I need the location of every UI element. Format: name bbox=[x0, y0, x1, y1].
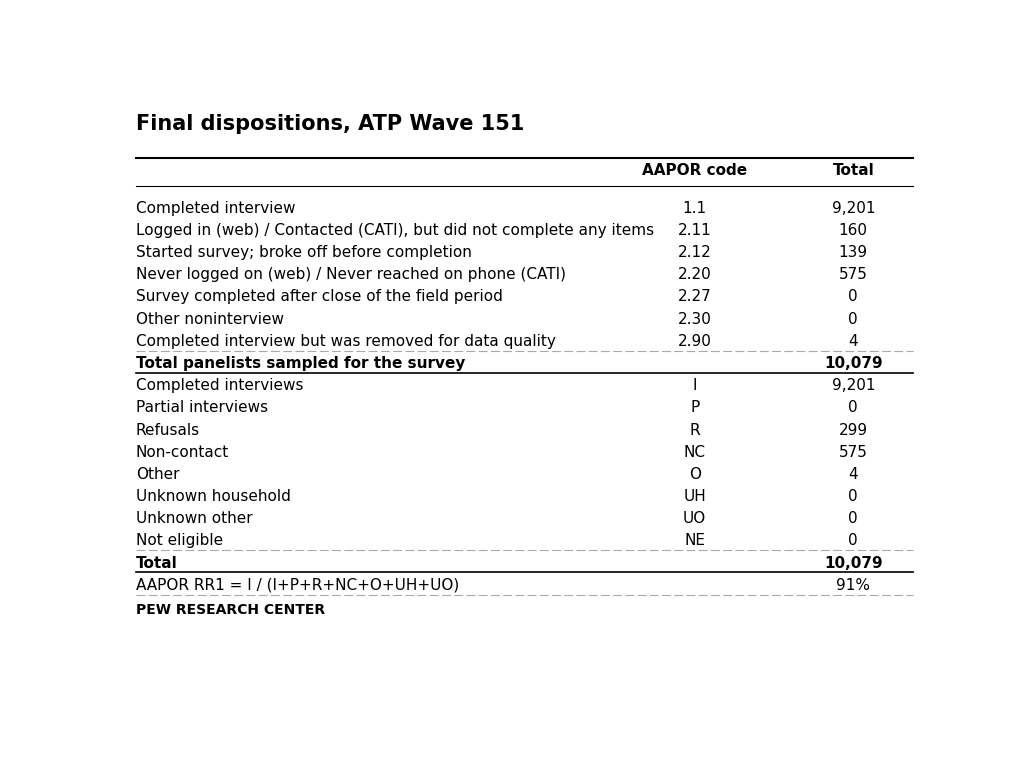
Text: 0: 0 bbox=[848, 489, 858, 504]
Text: 0: 0 bbox=[848, 512, 858, 526]
Text: 10,079: 10,079 bbox=[824, 556, 883, 571]
Text: 0: 0 bbox=[848, 312, 858, 327]
Text: 160: 160 bbox=[839, 223, 868, 238]
Text: 1.1: 1.1 bbox=[682, 201, 707, 216]
Text: NE: NE bbox=[684, 534, 705, 549]
Text: 2.11: 2.11 bbox=[678, 223, 712, 238]
Text: Total: Total bbox=[833, 163, 875, 177]
Text: UH: UH bbox=[683, 489, 706, 504]
Text: Other noninterview: Other noninterview bbox=[136, 312, 283, 327]
Text: 2.20: 2.20 bbox=[678, 268, 712, 282]
Text: PEW RESEARCH CENTER: PEW RESEARCH CENTER bbox=[136, 603, 325, 617]
Text: O: O bbox=[688, 467, 701, 482]
Text: 4: 4 bbox=[848, 334, 858, 349]
Text: Unknown other: Unknown other bbox=[136, 512, 253, 526]
Text: Logged in (web) / Contacted (CATI), but did not complete any items: Logged in (web) / Contacted (CATI), but … bbox=[136, 223, 654, 238]
Text: Completed interview: Completed interview bbox=[136, 201, 296, 216]
Text: AAPOR RR1 = I / (I+P+R+NC+O+UH+UO): AAPOR RR1 = I / (I+P+R+NC+O+UH+UO) bbox=[136, 578, 459, 593]
Text: Unknown household: Unknown household bbox=[136, 489, 291, 504]
Text: AAPOR code: AAPOR code bbox=[642, 163, 748, 177]
Text: Survey completed after close of the field period: Survey completed after close of the fiel… bbox=[136, 290, 502, 305]
Text: Not eligible: Not eligible bbox=[136, 534, 223, 549]
Text: R: R bbox=[690, 422, 700, 437]
Text: I: I bbox=[693, 378, 697, 393]
Text: 4: 4 bbox=[848, 467, 858, 482]
Text: 2.90: 2.90 bbox=[678, 334, 712, 349]
Text: Non-contact: Non-contact bbox=[136, 445, 229, 460]
Text: 10,079: 10,079 bbox=[824, 356, 883, 371]
Text: 91%: 91% bbox=[837, 578, 871, 593]
Text: 0: 0 bbox=[848, 290, 858, 305]
Text: Never logged on (web) / Never reached on phone (CATI): Never logged on (web) / Never reached on… bbox=[136, 268, 566, 282]
Text: Refusals: Refusals bbox=[136, 422, 199, 437]
Text: Total: Total bbox=[136, 556, 178, 571]
Text: 2.27: 2.27 bbox=[678, 290, 712, 305]
Text: 9,201: 9,201 bbox=[832, 201, 875, 216]
Text: Other: Other bbox=[136, 467, 179, 482]
Text: UO: UO bbox=[683, 512, 706, 526]
Text: 575: 575 bbox=[839, 268, 868, 282]
Text: P: P bbox=[691, 400, 700, 415]
Text: Completed interviews: Completed interviews bbox=[136, 378, 303, 393]
Text: 139: 139 bbox=[839, 245, 868, 260]
Text: Completed interview but was removed for data quality: Completed interview but was removed for … bbox=[136, 334, 555, 349]
Text: 299: 299 bbox=[839, 422, 868, 437]
Text: NC: NC bbox=[683, 445, 706, 460]
Text: 575: 575 bbox=[839, 445, 868, 460]
Text: 2.30: 2.30 bbox=[678, 312, 712, 327]
Text: 2.12: 2.12 bbox=[678, 245, 712, 260]
Text: Started survey; broke off before completion: Started survey; broke off before complet… bbox=[136, 245, 472, 260]
Text: 9,201: 9,201 bbox=[832, 378, 875, 393]
Text: 0: 0 bbox=[848, 534, 858, 549]
Text: Final dispositions, ATP Wave 151: Final dispositions, ATP Wave 151 bbox=[136, 114, 524, 134]
Text: 0: 0 bbox=[848, 400, 858, 415]
Text: Total panelists sampled for the survey: Total panelists sampled for the survey bbox=[136, 356, 465, 371]
Text: Partial interviews: Partial interviews bbox=[136, 400, 268, 415]
